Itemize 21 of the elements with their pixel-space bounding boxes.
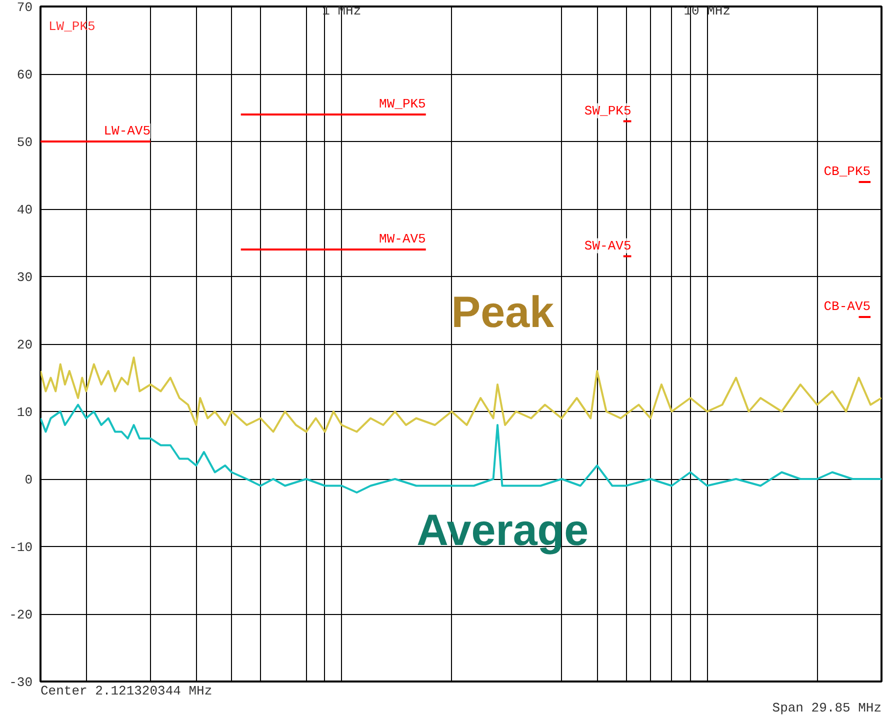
y-tick-label: 30	[16, 270, 33, 285]
y-tick-label: 10	[16, 405, 33, 420]
y-tick-label: 20	[16, 338, 33, 352]
series-label: LW-AV5	[104, 124, 151, 138]
series-label: CB-AV5	[824, 299, 871, 314]
text: Span 29.85 MHz	[772, 700, 882, 716]
y-tick-label: -30	[9, 675, 32, 690]
y-tick-label: 0	[24, 472, 33, 488]
y-tick-label: 50	[16, 135, 33, 150]
y-tick-label: 70	[16, 0, 33, 15]
series-label: CB_PK5	[824, 164, 871, 179]
series-label: SW_PK5	[584, 103, 632, 118]
series-label: SW-AV5	[584, 238, 632, 254]
series-label: MW-AV5	[379, 232, 426, 246]
y-tick-label: -10	[9, 540, 32, 555]
series-label: Peak	[451, 288, 555, 337]
text: Center 2.121320344 MHz	[40, 684, 212, 698]
y-tick-label: 40	[16, 202, 33, 218]
y-tick-label: 60	[16, 68, 33, 82]
series-label: MW_PK5	[379, 96, 426, 112]
y-tick-label: -20	[9, 608, 32, 622]
